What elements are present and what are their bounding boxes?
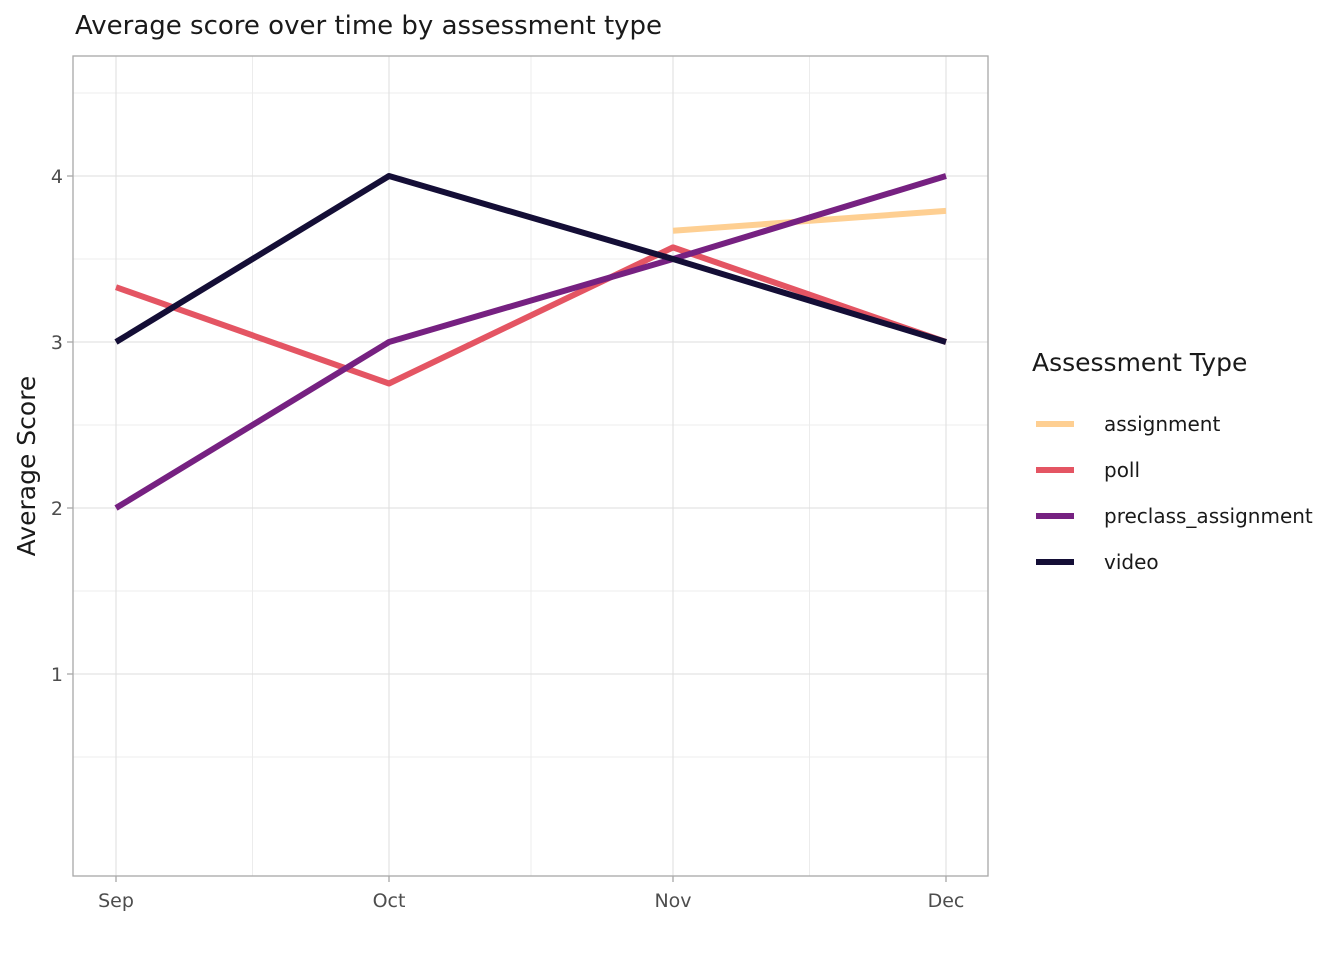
y-axis: 1 2 3 4 [51,166,73,686]
legend-label-assignment: assignment [1104,412,1220,436]
chart-title: Average score over time by assessment ty… [75,11,662,41]
x-tick-label: Dec [928,890,965,912]
series-line-video [114,173,947,345]
legend-label-video: video [1104,550,1159,574]
legend-label-preclass-assignment: preclass_assignment [1104,504,1313,528]
x-tick-label: Oct [373,890,406,912]
legend: Assessment Type assignment poll preclass_a… [1032,348,1313,574]
x-tick-label: Nov [654,890,691,912]
plot-panel-border [72,55,989,877]
series-lines [114,173,947,511]
x-tick-label: Sep [98,890,134,912]
legend-label-poll: poll [1104,458,1140,482]
y-tick-label: 3 [51,332,63,354]
y-tick-label: 4 [51,166,63,188]
series-line-preclass-assignment [114,173,947,511]
x-axis: Sep Oct Nov Dec [98,876,964,912]
series-line-assignment [672,207,947,234]
legend-title: Assessment Type [1032,348,1247,377]
series-line-poll [115,244,947,387]
grid [73,56,988,876]
y-tick-label: 1 [51,664,63,686]
y-tick-label: 2 [51,498,63,520]
y-axis-title: Average Score [12,376,41,557]
